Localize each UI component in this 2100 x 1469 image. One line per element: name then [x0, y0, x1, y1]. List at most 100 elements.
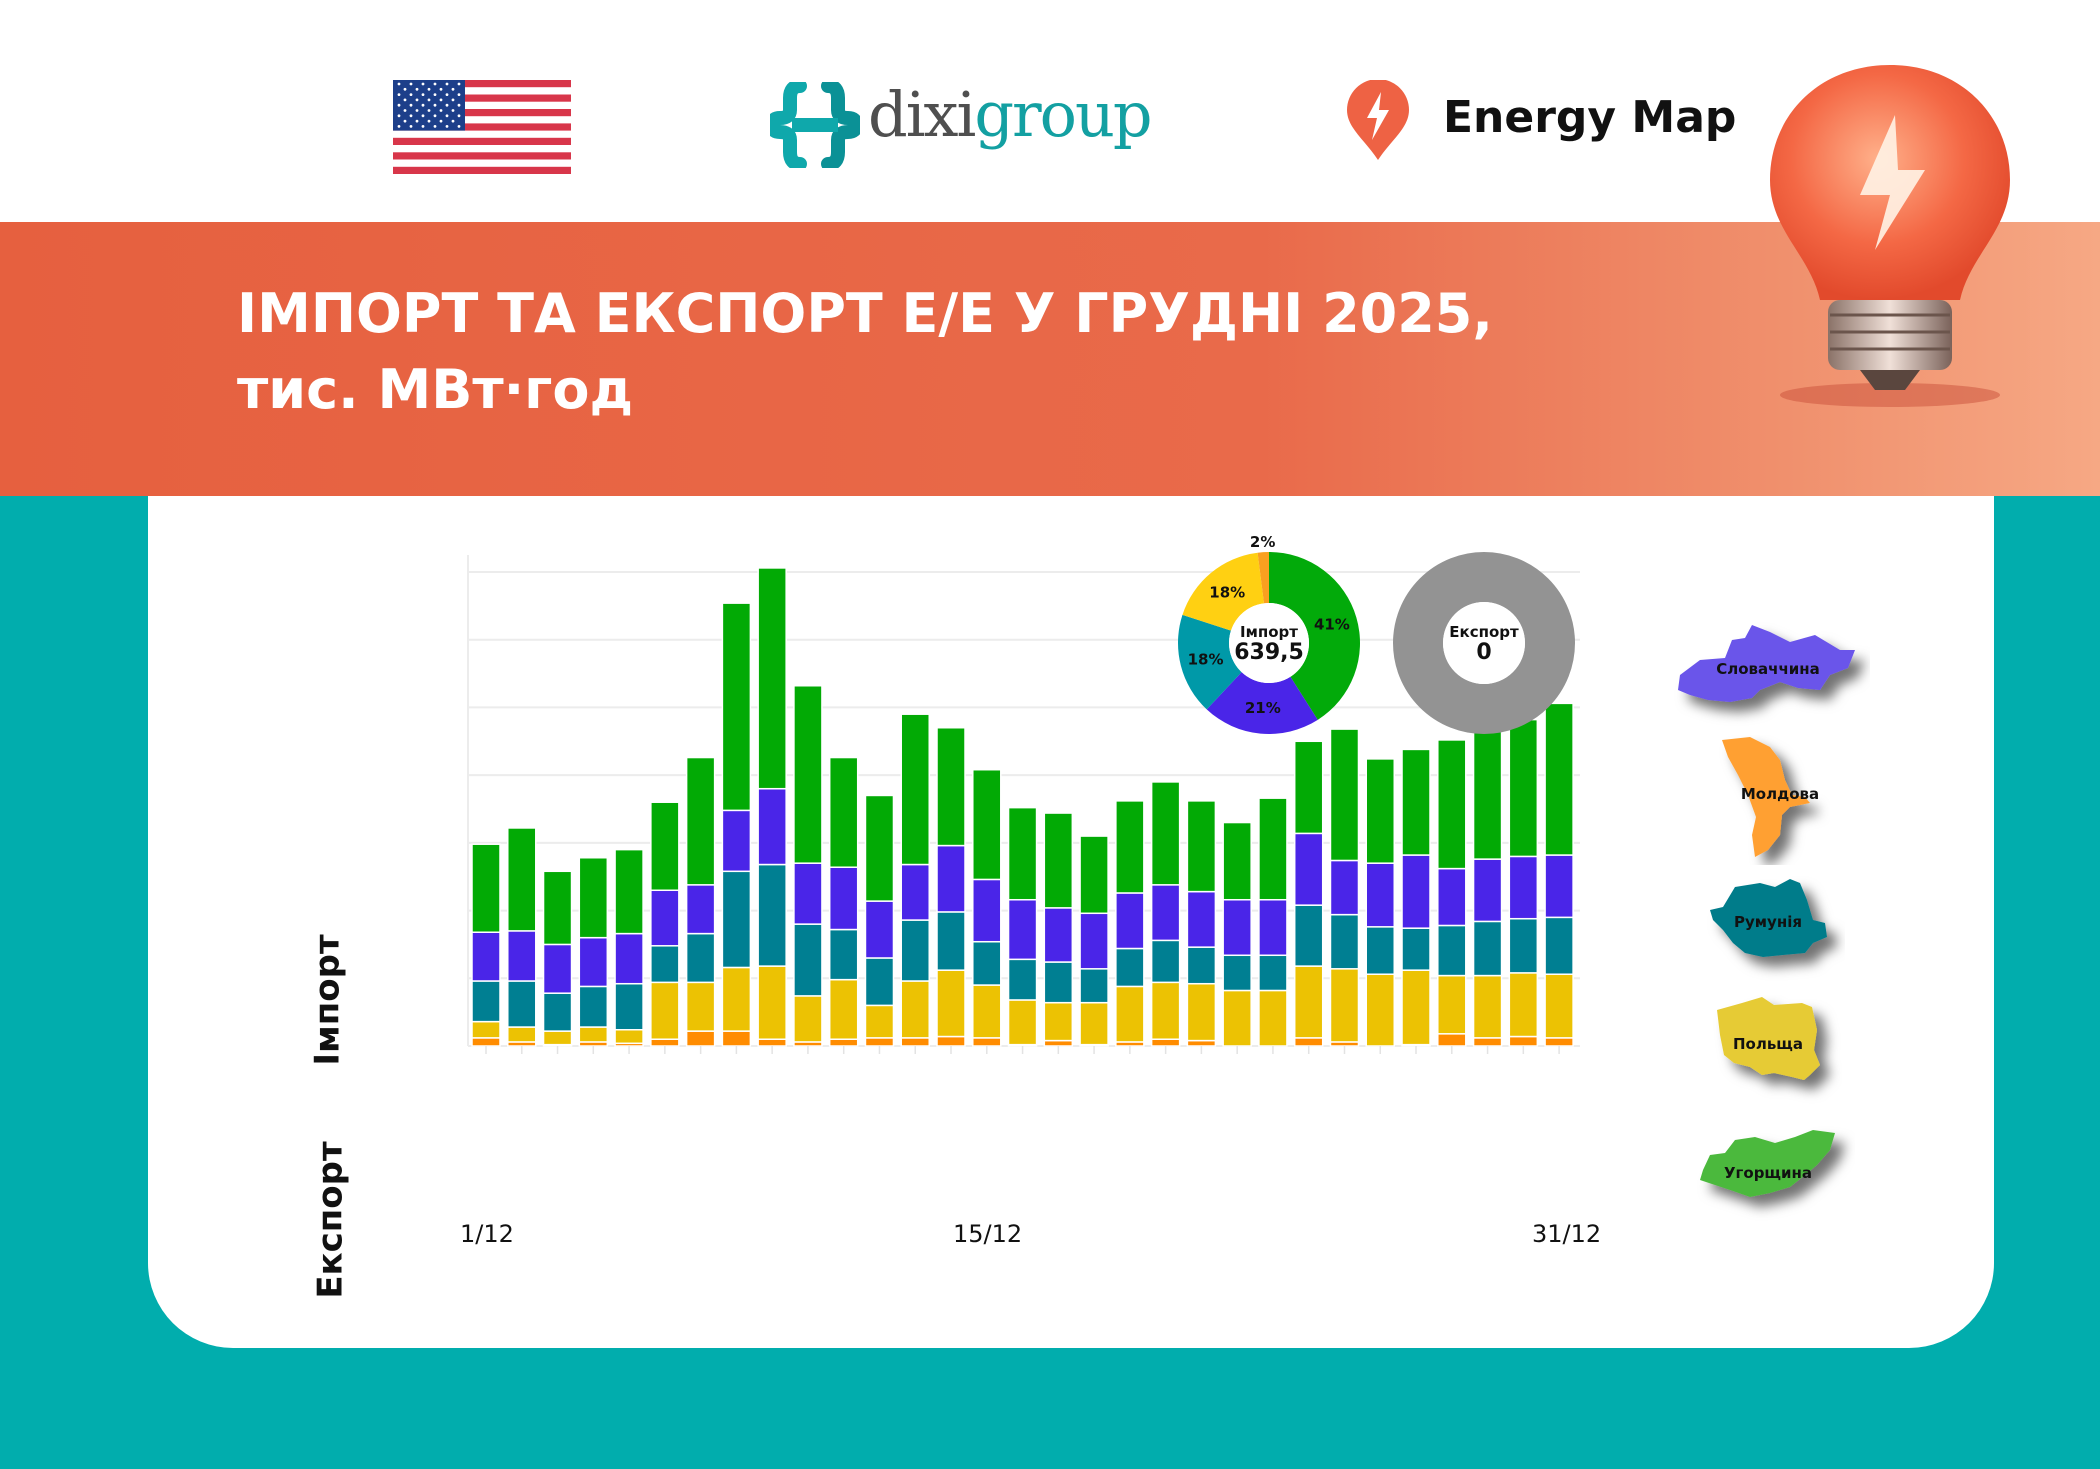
- bar-segment-Словаччина: [1115, 892, 1145, 950]
- bar-segment-Угорщина: [507, 827, 537, 932]
- bar-segment-Словаччина: [1544, 854, 1574, 919]
- bar-segment-Польща: [1186, 982, 1217, 1042]
- bar-segment-Угорщина: [1079, 835, 1109, 915]
- donut-center-label: Імпорт: [1240, 623, 1298, 641]
- bar-29/12: [1472, 726, 1503, 1054]
- bar-segment-Словаччина: [507, 930, 537, 982]
- pie-slice-Румунія: [1178, 614, 1242, 710]
- bar-19/12: [1115, 800, 1145, 1054]
- bar-22/12: [1222, 821, 1252, 1054]
- bar-21/12: [1186, 800, 1217, 1054]
- bar-segment-Румунія: [1293, 904, 1324, 967]
- bar-segment-Польща: [793, 995, 823, 1043]
- logo-text-group: group: [974, 78, 1152, 151]
- bar-segment-Молдова: [1508, 1035, 1539, 1047]
- bar-segment-Словаччина: [1329, 859, 1360, 916]
- bar-1/12: [471, 843, 501, 1054]
- bar-segment-Угорщина: [1186, 800, 1217, 893]
- bar-segment-Польща: [828, 978, 859, 1040]
- bar-segment-Угорщина: [1437, 739, 1467, 870]
- pie-slice-Польща: [1182, 552, 1264, 631]
- pie-slice-label: 18%: [1209, 584, 1245, 602]
- bar-segment-Польща: [1472, 974, 1503, 1039]
- bar-segment-Польща: [1437, 974, 1467, 1035]
- bar-14/12: [936, 726, 966, 1054]
- bar-segment-Угорщина: [757, 567, 787, 790]
- bar-segment-Польща: [757, 965, 787, 1040]
- bar-segment-Словаччина: [1365, 862, 1395, 928]
- bar-segment-Румунія: [1043, 961, 1074, 1004]
- bar-segment-Румунія: [650, 945, 680, 984]
- bar-segment-Румунія: [1115, 947, 1145, 988]
- bar-segment-Румунія: [1544, 916, 1574, 975]
- bar-segment-Польща: [1329, 968, 1360, 1043]
- bar-segment-Словаччина: [614, 932, 644, 985]
- map-slovakia-icon: [1678, 625, 1855, 702]
- bar-segment-Румунія: [757, 863, 787, 967]
- bar-segment-Словаччина: [1437, 867, 1467, 927]
- bar-segment-Словаччина: [900, 863, 930, 921]
- bar-segment-Словаччина: [757, 787, 787, 866]
- bar-segment-Угорщина: [650, 801, 680, 892]
- bar-segment-Румунія: [542, 992, 573, 1032]
- pie-slice-label: 41%: [1314, 616, 1350, 634]
- bar-segment-Угорщина: [1472, 726, 1503, 860]
- bar-segment-Угорщина: [1043, 812, 1074, 909]
- bar-segment-Польща: [471, 1020, 501, 1039]
- bar-segment-Румунія: [1186, 946, 1217, 985]
- bar-13/12: [900, 713, 930, 1054]
- bar-segment-Словаччина: [1079, 912, 1109, 970]
- map-poland-icon: [1717, 997, 1820, 1080]
- bar-segment-Польща: [1508, 972, 1539, 1038]
- bar-segment-Молдова: [1043, 1039, 1074, 1047]
- bar-segment-Молдова: [972, 1037, 1002, 1047]
- x-tick-label: 1/12: [460, 1220, 514, 1248]
- bar-segment-Польща: [1079, 1001, 1109, 1046]
- bar-segment-Словаччина: [1508, 855, 1539, 920]
- bar-segment-Румунія: [1437, 924, 1467, 977]
- bar-segment-Польща: [1258, 989, 1288, 1047]
- bar-segment-Молдова: [936, 1035, 966, 1047]
- bar-segment-Молдова: [1150, 1038, 1181, 1047]
- bar-segment-Угорщина: [1401, 748, 1431, 856]
- dixigroup-logo: dixigroup: [868, 78, 1153, 151]
- bar-segment-Румунія: [507, 980, 537, 1028]
- page-subtitle-units: тис. МВт·год: [237, 358, 634, 421]
- bar-segment-Угорщина: [936, 726, 966, 847]
- legend-label-hungary: Угорщина: [1723, 1164, 1813, 1182]
- legend-label-poland: Польща: [1732, 1035, 1804, 1053]
- bar-segment-Молдова: [1186, 1039, 1217, 1047]
- bar-segment-Словаччина: [793, 862, 823, 925]
- bar-23/12: [1258, 797, 1288, 1054]
- bar-segment-Польща: [1007, 999, 1038, 1046]
- map-hungary-icon: [1700, 1130, 1835, 1197]
- bar-segment-Словаччина: [650, 889, 680, 947]
- bar-segment-Угорщина: [1508, 718, 1539, 858]
- pie-slice-label: 2%: [1250, 533, 1275, 551]
- bar-segment-Польща: [900, 980, 930, 1039]
- bar-segment-Польща: [507, 1026, 537, 1043]
- bar-segment-Румунія: [1472, 920, 1503, 977]
- bar-segment-Молдова: [1437, 1033, 1467, 1047]
- bar-segment-Словаччина: [685, 884, 716, 935]
- pie-slice-Словаччина: [1206, 672, 1318, 735]
- bar-segment-Молдова: [471, 1037, 501, 1047]
- bar-segment-Словаччина: [1186, 890, 1217, 948]
- bar-27/12: [1401, 748, 1431, 1054]
- bar-3/12: [542, 870, 573, 1054]
- bar-segment-Угорщина: [1544, 702, 1574, 856]
- bar-segment-Угорщина: [793, 685, 823, 864]
- bar-7/12: [685, 756, 716, 1054]
- bar-10/12: [793, 685, 823, 1054]
- bar-segment-Румунія: [828, 928, 859, 981]
- bar-segment-Румунія: [793, 923, 823, 997]
- legend-label-moldova: Молдова: [1740, 785, 1820, 803]
- bar-segment-Польща: [542, 1030, 573, 1046]
- bar-segment-Словаччина: [542, 943, 573, 994]
- legend-label-romania: Румунія: [1734, 913, 1802, 931]
- bar-segment-Польща: [1401, 969, 1431, 1046]
- donut-center-value: 639,5: [1234, 640, 1304, 665]
- bar-5/12: [614, 848, 644, 1054]
- bar-segment-Молдова: [685, 1030, 716, 1047]
- us-flag-icon: [393, 80, 571, 174]
